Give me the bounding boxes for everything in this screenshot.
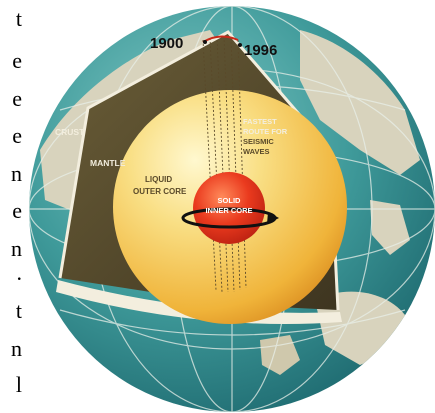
- year-marker: [238, 43, 242, 47]
- inner-core-label-line2: INNER CORE: [205, 206, 252, 215]
- year-label-1900: 1900: [150, 35, 183, 52]
- continent-shape: [300, 30, 420, 175]
- inner-core-label-line1: SOLID: [218, 196, 242, 205]
- side-letter: n: [11, 161, 22, 186]
- continent-shape: [370, 200, 410, 255]
- side-letter: l: [15, 372, 22, 397]
- route-label-line4: WAVES: [243, 147, 270, 156]
- side-letter: e: [12, 198, 22, 223]
- route-label-line1: FASTEST: [243, 117, 277, 126]
- rotation-arrow-icon: [267, 212, 279, 224]
- side-letter: n: [11, 236, 22, 261]
- route-label-line3: SEISMIC: [243, 137, 274, 146]
- side-letter: t: [15, 6, 22, 31]
- year-label-1996: 1996: [244, 42, 277, 59]
- mantle-label: MANTLE: [90, 158, 126, 168]
- side-letter: e: [12, 48, 22, 73]
- crust-label: CRUST: [55, 127, 85, 137]
- route-label-line2: ROUTE FOR: [243, 127, 288, 136]
- side-letter: e: [12, 86, 22, 111]
- seismic-wave-paths: [202, 35, 247, 293]
- side-letter: t: [15, 298, 22, 323]
- outer-core-label-line2: OUTER CORE: [133, 187, 187, 196]
- side-text-column: t e e e n e n . t n l: [0, 0, 22, 413]
- year-marker: [203, 40, 207, 44]
- side-letter: n: [11, 336, 22, 361]
- side-letter: e: [12, 123, 22, 148]
- side-letter: .: [16, 260, 23, 285]
- outer-core-label-line1: LIQUID: [145, 175, 172, 184]
